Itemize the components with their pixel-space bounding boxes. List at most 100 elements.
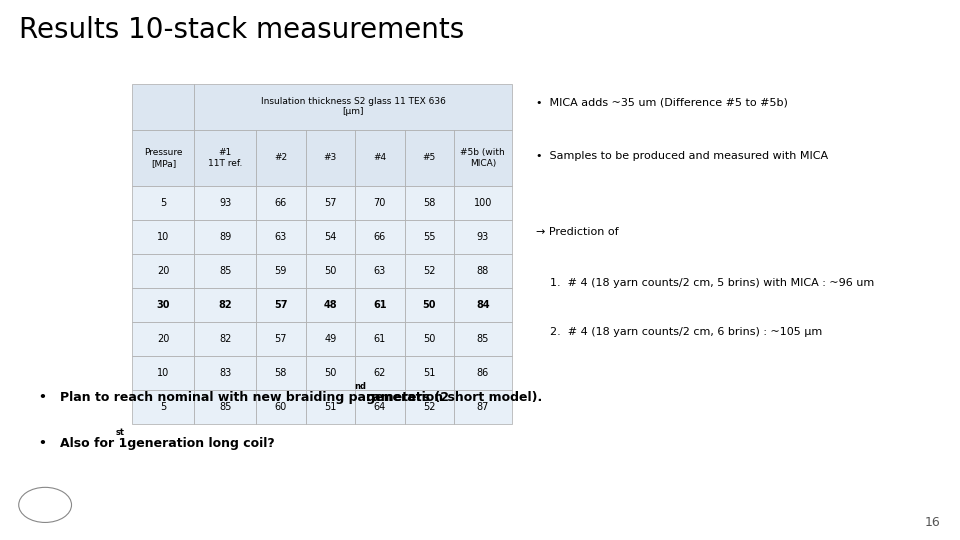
Bar bbox=[305, 130, 355, 186]
Text: 5: 5 bbox=[160, 198, 166, 208]
Bar bbox=[256, 220, 305, 254]
Text: 57: 57 bbox=[324, 198, 337, 208]
Text: 50: 50 bbox=[422, 300, 436, 310]
Text: 86: 86 bbox=[477, 368, 489, 379]
Text: 70: 70 bbox=[373, 198, 386, 208]
Text: 63: 63 bbox=[373, 266, 386, 276]
Text: •: • bbox=[38, 437, 46, 450]
Bar bbox=[132, 84, 194, 130]
Bar bbox=[404, 254, 454, 288]
Text: #3: #3 bbox=[324, 153, 337, 163]
Text: •  MICA adds ~35 um (Difference #5 to #5b): • MICA adds ~35 um (Difference #5 to #5b… bbox=[536, 97, 787, 107]
Text: 88: 88 bbox=[477, 266, 489, 276]
Text: 84: 84 bbox=[476, 300, 490, 310]
Text: 5: 5 bbox=[160, 402, 166, 413]
Text: Also for 1: Also for 1 bbox=[60, 437, 127, 450]
Text: 20: 20 bbox=[157, 334, 170, 345]
Text: 51: 51 bbox=[324, 402, 337, 413]
Bar bbox=[305, 356, 355, 390]
Text: generation long coil?: generation long coil? bbox=[123, 437, 275, 450]
Bar bbox=[256, 288, 305, 322]
Bar bbox=[404, 220, 454, 254]
Text: #5b (with
MICA): #5b (with MICA) bbox=[461, 148, 505, 167]
Text: 30: 30 bbox=[156, 300, 170, 310]
Text: 93: 93 bbox=[219, 198, 231, 208]
Text: Pressure
[MPa]: Pressure [MPa] bbox=[144, 148, 182, 167]
Bar bbox=[256, 130, 305, 186]
Bar bbox=[132, 220, 194, 254]
Text: 57: 57 bbox=[275, 334, 287, 345]
Bar bbox=[454, 390, 512, 424]
Bar bbox=[256, 186, 305, 220]
Bar bbox=[355, 186, 404, 220]
Bar bbox=[256, 322, 305, 356]
Bar bbox=[355, 130, 404, 186]
Text: 85: 85 bbox=[219, 402, 231, 413]
Text: Results 10-stack measurements: Results 10-stack measurements bbox=[19, 16, 465, 44]
Text: #2: #2 bbox=[275, 153, 287, 163]
Text: 49: 49 bbox=[324, 334, 336, 345]
Bar bbox=[194, 254, 256, 288]
Bar bbox=[256, 254, 305, 288]
Bar bbox=[355, 356, 404, 390]
Text: 66: 66 bbox=[275, 198, 287, 208]
Bar bbox=[305, 322, 355, 356]
Bar bbox=[454, 288, 512, 322]
Bar bbox=[194, 84, 512, 130]
Bar bbox=[454, 356, 512, 390]
Text: 16: 16 bbox=[925, 516, 941, 529]
Text: generation short model).: generation short model). bbox=[363, 392, 542, 404]
Text: 51: 51 bbox=[423, 368, 436, 379]
Bar bbox=[355, 220, 404, 254]
Text: 87: 87 bbox=[477, 402, 489, 413]
Bar bbox=[404, 288, 454, 322]
Bar bbox=[454, 254, 512, 288]
Text: 64: 64 bbox=[373, 402, 386, 413]
Text: 62: 62 bbox=[373, 368, 386, 379]
Bar bbox=[132, 254, 194, 288]
Bar bbox=[355, 322, 404, 356]
Text: 48: 48 bbox=[324, 300, 337, 310]
Text: 20: 20 bbox=[157, 266, 170, 276]
Text: 57: 57 bbox=[275, 300, 288, 310]
Bar bbox=[132, 322, 194, 356]
Bar bbox=[305, 186, 355, 220]
Text: #1
11T ref.: #1 11T ref. bbox=[208, 148, 243, 167]
Text: 82: 82 bbox=[219, 300, 232, 310]
Bar bbox=[194, 288, 256, 322]
Text: 85: 85 bbox=[219, 266, 231, 276]
Text: 58: 58 bbox=[423, 198, 436, 208]
Bar bbox=[194, 322, 256, 356]
Text: 1.  # 4 (18 yarn counts/2 cm, 5 brins) with MICA : ~96 um: 1. # 4 (18 yarn counts/2 cm, 5 brins) wi… bbox=[550, 278, 875, 288]
Text: 82: 82 bbox=[219, 334, 231, 345]
Bar bbox=[256, 390, 305, 424]
Bar bbox=[132, 186, 194, 220]
Bar bbox=[132, 288, 194, 322]
Text: 50: 50 bbox=[423, 334, 436, 345]
Text: nd: nd bbox=[354, 382, 367, 391]
Bar bbox=[194, 356, 256, 390]
Bar bbox=[404, 130, 454, 186]
Text: 54: 54 bbox=[324, 232, 337, 242]
Text: 58: 58 bbox=[275, 368, 287, 379]
Text: 85: 85 bbox=[477, 334, 489, 345]
Text: 52: 52 bbox=[423, 266, 436, 276]
Text: Plan to reach nominal with new braiding parameters (2: Plan to reach nominal with new braiding … bbox=[60, 392, 448, 404]
Text: #5: #5 bbox=[422, 153, 436, 163]
Bar bbox=[194, 186, 256, 220]
Text: 83: 83 bbox=[219, 368, 231, 379]
Text: 50: 50 bbox=[324, 266, 337, 276]
Text: 55: 55 bbox=[423, 232, 436, 242]
Bar bbox=[305, 220, 355, 254]
Bar bbox=[194, 220, 256, 254]
Text: #4: #4 bbox=[373, 153, 386, 163]
Bar bbox=[256, 356, 305, 390]
Bar bbox=[454, 220, 512, 254]
Bar bbox=[404, 186, 454, 220]
Bar bbox=[404, 322, 454, 356]
Bar bbox=[194, 390, 256, 424]
Text: 50: 50 bbox=[324, 368, 337, 379]
Text: st: st bbox=[115, 428, 124, 437]
Bar bbox=[132, 130, 194, 186]
Bar bbox=[305, 390, 355, 424]
